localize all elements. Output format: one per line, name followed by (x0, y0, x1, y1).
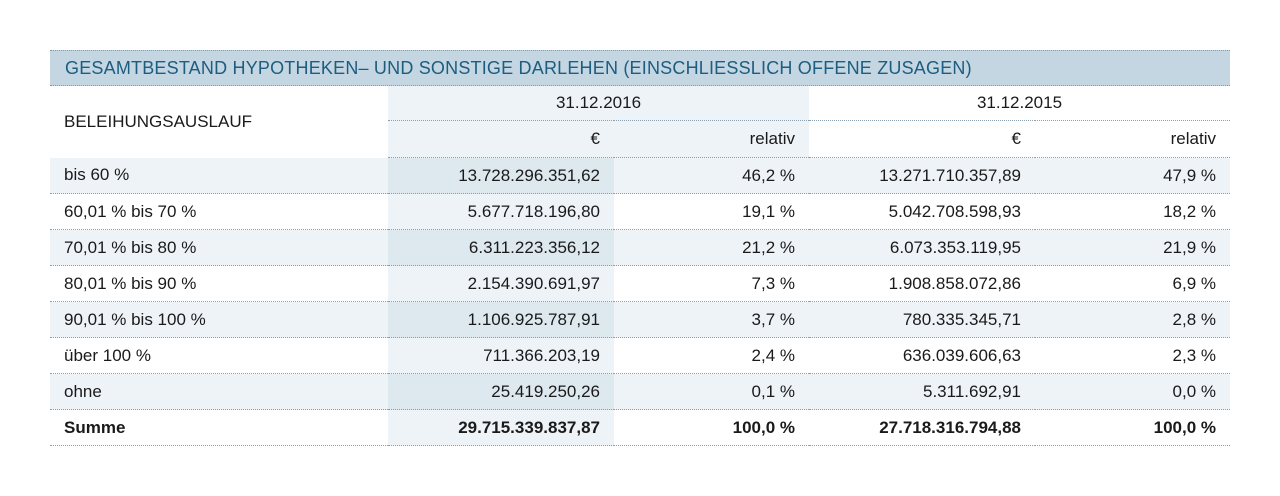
rel-2016-cell: 7,3 % (614, 265, 809, 302)
table-row: ohne 25.419.250,26 0,1 % 5.311.692,91 0,… (50, 373, 1230, 410)
loan-table-container: GESAMTBESTAND HYPOTHEKEN– UND SONSTIGE D… (50, 50, 1230, 446)
total-eur-2015: 27.718.316.794,88 (809, 409, 1035, 446)
eur-2016-cell: 711.366.203,19 (388, 337, 614, 374)
rel-2015-cell: 6,9 % (1035, 265, 1230, 302)
header-row-dates: BELEIHUNGSAUSLAUF 31.12.2016 31.12.2015 (50, 86, 1230, 131)
eur-2016-cell: 5.677.718.196,80 (388, 193, 614, 230)
eur-2015-cell: 1.908.858.072,86 (809, 265, 1035, 302)
date-2015-header: 31.12.2015 (809, 86, 1230, 121)
total-eur-2016: 29.715.339.837,87 (388, 409, 614, 446)
rel-2015-cell: 0,0 % (1035, 373, 1230, 410)
eur-2015-cell: 780.335.345,71 (809, 301, 1035, 338)
table-row: 70,01 % bis 80 % 6.311.223.356,12 21,2 %… (50, 229, 1230, 266)
table-title-bar: GESAMTBESTAND HYPOTHEKEN– UND SONSTIGE D… (50, 50, 1230, 86)
eur-2016-cell: 25.419.250,26 (388, 373, 614, 410)
rel-2016-cell: 21,2 % (614, 229, 809, 266)
rel-2015-cell: 2,3 % (1035, 337, 1230, 374)
eur-2016-cell: 6.311.223.356,12 (388, 229, 614, 266)
eur-2015-cell: 13.271.710.357,89 (809, 157, 1035, 194)
row-label-header: BELEIHUNGSAUSLAUF (64, 111, 252, 131)
eur-2015-cell: 5.311.692,91 (809, 373, 1035, 410)
table-row: bis 60 % 13.728.296.351,62 46,2 % 13.271… (50, 157, 1230, 194)
row-label: 70,01 % bis 80 % (50, 229, 388, 266)
header-row-units: € relativ € relativ (50, 120, 1230, 158)
total-rel-2015: 100,0 % (1035, 409, 1230, 446)
rel-2015-cell: 2,8 % (1035, 301, 1230, 338)
table-row: über 100 % 711.366.203,19 2,4 % 636.039.… (50, 337, 1230, 374)
relative-header-2015: relativ (1035, 120, 1230, 158)
currency-header-2016: € (388, 120, 614, 158)
table-title: GESAMTBESTAND HYPOTHEKEN– UND SONSTIGE D… (65, 57, 972, 78)
relative-header-2016: relativ (614, 120, 809, 158)
table-row: 90,01 % bis 100 % 1.106.925.787,91 3,7 %… (50, 301, 1230, 338)
row-label: 60,01 % bis 70 % (50, 193, 388, 230)
currency-header-2015: € (809, 120, 1035, 158)
table-row: 80,01 % bis 90 % 2.154.390.691,97 7,3 % … (50, 265, 1230, 302)
row-label: ohne (50, 373, 388, 410)
row-label: bis 60 % (50, 157, 388, 194)
rel-2016-cell: 19,1 % (614, 193, 809, 230)
rel-2015-cell: 21,9 % (1035, 229, 1230, 266)
row-label: über 100 % (50, 337, 388, 374)
rel-2016-cell: 3,7 % (614, 301, 809, 338)
eur-2016-cell: 2.154.390.691,97 (388, 265, 614, 302)
row-label: 80,01 % bis 90 % (50, 265, 388, 302)
total-rel-2016: 100,0 % (614, 409, 809, 446)
eur-2016-cell: 1.106.925.787,91 (388, 301, 614, 338)
eur-2015-cell: 5.042.708.598,93 (809, 193, 1035, 230)
total-row: Summe 29.715.339.837,87 100,0 % 27.718.3… (50, 409, 1230, 446)
rel-2015-cell: 18,2 % (1035, 193, 1230, 230)
eur-2015-cell: 6.073.353.119,95 (809, 229, 1035, 266)
eur-2016-cell: 13.728.296.351,62 (388, 157, 614, 194)
date-2016-header: 31.12.2016 (388, 86, 809, 121)
rel-2016-cell: 0,1 % (614, 373, 809, 410)
table-row: 60,01 % bis 70 % 5.677.718.196,80 19,1 %… (50, 193, 1230, 230)
total-label: Summe (50, 409, 388, 446)
eur-2015-cell: 636.039.606,63 (809, 337, 1035, 374)
rel-2016-cell: 2,4 % (614, 337, 809, 374)
rel-2015-cell: 47,9 % (1035, 157, 1230, 194)
rel-2016-cell: 46,2 % (614, 157, 809, 194)
row-label: 90,01 % bis 100 % (50, 301, 388, 338)
loan-table: BELEIHUNGSAUSLAUF 31.12.2016 31.12.2015 … (50, 86, 1230, 446)
